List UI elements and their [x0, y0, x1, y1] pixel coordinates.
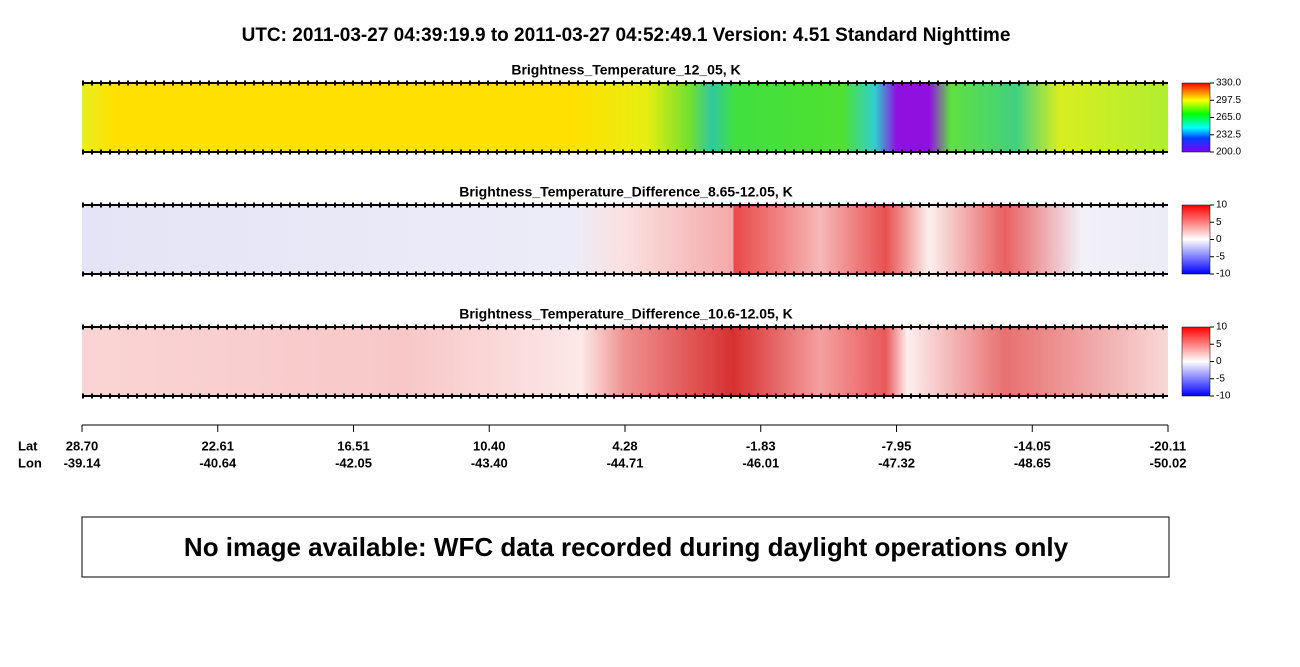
lon-tick-label: -44.71: [607, 455, 644, 470]
lon-tick-label: -40.64: [199, 455, 237, 470]
colorbar-tick-label: 0: [1216, 234, 1222, 245]
colorbar-tick-label: -10: [1216, 269, 1231, 280]
title: UTC: 2011-03-27 04:39:19.9 to 2011-03-27…: [242, 25, 1011, 46]
lat-tick-label: 4.28: [612, 438, 637, 453]
colorbar-tick-label: 5: [1216, 339, 1222, 350]
colorbar-tick-label: 0: [1216, 356, 1222, 367]
colorbar-tick-label: -5: [1216, 251, 1225, 262]
colorbar-tick-label: -5: [1216, 373, 1225, 384]
heatmap-strip: [82, 205, 1168, 274]
lon-tick-label: -42.05: [335, 455, 372, 470]
colorbar: [1181, 204, 1211, 275]
panel-title: Brightness_Temperature_Difference_10.6-1…: [459, 306, 793, 322]
colorbar: [1181, 326, 1211, 397]
panel-title: Brightness_Temperature_Difference_8.65-1…: [459, 184, 793, 200]
colorbar-tick-label: 5: [1216, 217, 1222, 228]
lat-label: Lat: [18, 438, 38, 453]
colorbar: [1181, 82, 1211, 153]
lon-tick-label: -39.14: [64, 455, 102, 470]
lon-label: Lon: [18, 455, 42, 470]
colorbar-tick-label: 200.0: [1216, 147, 1241, 158]
message-box: [81, 516, 1170, 578]
lon-tick-label: -46.01: [742, 455, 779, 470]
lat-tick-label: -7.95: [882, 438, 912, 453]
lat-tick-label: 28.70: [66, 438, 99, 453]
lat-tick-label: -1.83: [746, 438, 776, 453]
colorbar-tick-label: 265.0: [1216, 112, 1241, 123]
panel-title: Brightness_Temperature_12_05, K: [511, 62, 740, 78]
colorbar-tick-label: 330.0: [1216, 78, 1241, 89]
lon-tick-label: -50.02: [1150, 455, 1187, 470]
lat-tick-label: -20.11: [1150, 438, 1186, 453]
lat-tick-label: 10.40: [473, 438, 506, 453]
lon-tick-label: -47.32: [878, 455, 915, 470]
heatmap-strip: [82, 327, 1168, 396]
colorbar-tick-label: 232.5: [1216, 129, 1241, 140]
lon-tick-label: -48.65: [1014, 455, 1051, 470]
colorbar-tick-label: 297.5: [1216, 95, 1241, 106]
lat-tick-label: 22.61: [201, 438, 234, 453]
heatmap-strip: [82, 83, 1168, 152]
colorbar-tick-label: -10: [1216, 391, 1231, 402]
lat-tick-label: 16.51: [337, 438, 370, 453]
colorbar-tick-label: 10: [1216, 200, 1228, 211]
colorbar-tick-label: 10: [1216, 322, 1228, 333]
message: No image available: WFC data recorded du…: [184, 532, 1069, 562]
lat-tick-label: -14.05: [1014, 438, 1051, 453]
lon-tick-label: -43.40: [471, 455, 508, 470]
